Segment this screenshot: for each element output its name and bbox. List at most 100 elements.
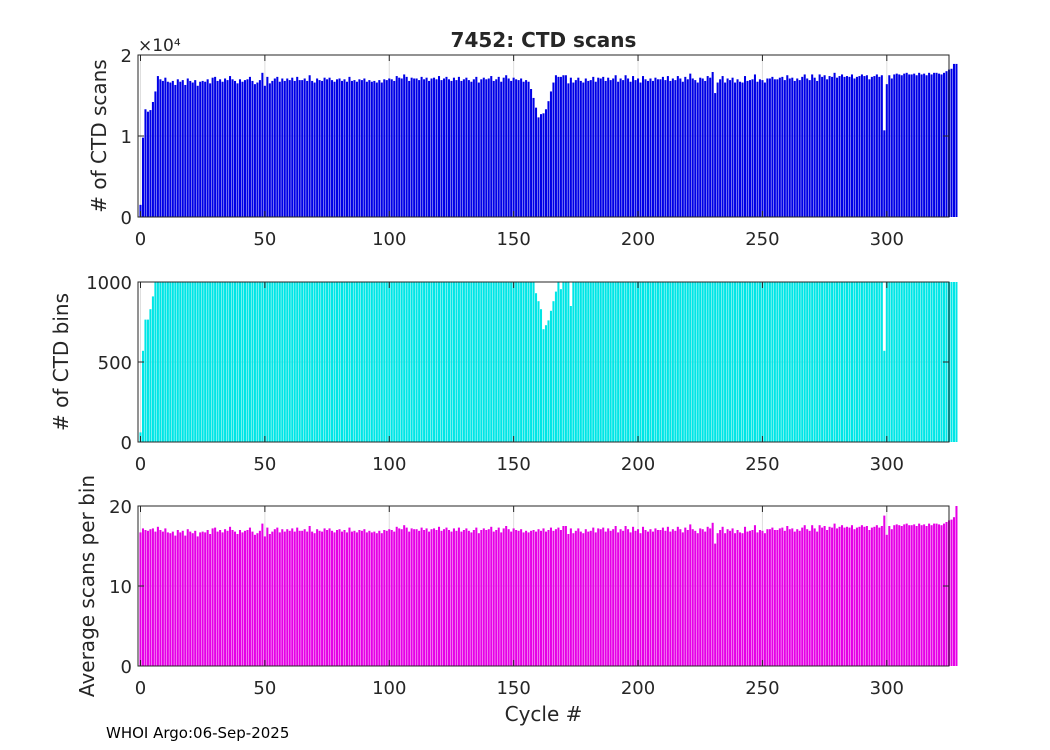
bar-2-293: [868, 530, 871, 666]
bar-2-210: [661, 527, 664, 666]
bar-1-16: [179, 282, 182, 442]
bar-2-264: [796, 529, 799, 666]
bar-1-318: [930, 282, 933, 442]
bar-2-234: [721, 526, 724, 666]
bar-2-221: [689, 524, 692, 666]
bar-1-51: [266, 282, 269, 442]
bar-1-71: [316, 282, 319, 442]
bar-0-278: [831, 76, 834, 218]
bar-2-288: [855, 527, 858, 666]
bar-1-295: [873, 282, 876, 442]
bar-2-190: [612, 529, 615, 666]
bar-2-292: [865, 526, 868, 666]
bar-0-306: [900, 75, 903, 217]
bar-0-54: [273, 78, 276, 218]
bar-0-239: [734, 82, 737, 217]
bar-1-162: [542, 329, 545, 442]
bar-2-139: [485, 530, 488, 666]
bar-2-57: [281, 529, 284, 666]
bar-2-201: [639, 533, 642, 666]
bar-2-35: [226, 530, 229, 666]
bar-2-308: [905, 523, 908, 666]
bar-2-156: [527, 532, 530, 666]
bar-0-89: [360, 80, 363, 217]
bar-2-223: [694, 530, 697, 666]
bar-2-247: [753, 525, 756, 666]
bar-1-38: [234, 282, 237, 442]
bar-2-298: [880, 526, 883, 666]
bar-1-13: [171, 282, 174, 442]
bar-0-167: [554, 75, 557, 217]
bar-1-261: [788, 282, 791, 442]
bar-2-73: [321, 531, 324, 666]
bar-0-195: [624, 75, 627, 217]
bar-0-128: [457, 76, 460, 218]
bar-1-118: [433, 282, 436, 442]
bar-0-300: [885, 84, 888, 217]
bar-1-307: [903, 282, 906, 442]
bar-2-174: [572, 533, 575, 666]
bar-2-179: [584, 529, 587, 666]
bar-1-8: [159, 282, 162, 442]
bar-1-185: [599, 282, 602, 442]
bar-0-33: [221, 81, 224, 217]
bar-1-24: [199, 282, 202, 442]
bar-2-319: [933, 523, 936, 666]
x-tick-label-2-5: 250: [745, 678, 779, 699]
bar-0-271: [813, 77, 816, 218]
bar-0-61: [291, 77, 294, 218]
bar-2-193: [619, 529, 622, 666]
bar-1-20: [189, 282, 192, 442]
bar-0-81: [340, 80, 344, 217]
bar-0-157: [530, 89, 533, 217]
bar-0-304: [895, 73, 898, 217]
bar-0-189: [609, 80, 612, 217]
bar-0-146: [502, 77, 505, 218]
bar-0-161: [539, 114, 543, 217]
bar-1-129: [460, 282, 463, 442]
bar-1-288: [855, 282, 858, 442]
bar-2-286: [850, 525, 853, 666]
bar-0-119: [435, 79, 438, 217]
bar-0-176: [577, 77, 580, 218]
bar-1-291: [863, 282, 866, 442]
bar-1-1: [141, 350, 144, 442]
bar-1-107: [405, 282, 408, 442]
bar-0-317: [928, 72, 931, 217]
bar-2-196: [627, 529, 630, 666]
bar-1-31: [216, 282, 219, 442]
bar-1-306: [900, 282, 903, 442]
bar-0-123: [445, 76, 448, 218]
bar-0-13: [171, 80, 174, 217]
bar-0-204: [646, 80, 650, 217]
bar-2-15: [176, 530, 179, 666]
bar-1-7: [156, 282, 159, 442]
bar-0-131: [465, 77, 468, 218]
bar-1-178: [582, 282, 585, 442]
bar-1-160: [537, 301, 540, 442]
bar-1-100: [388, 282, 391, 442]
bar-0-230: [711, 72, 714, 217]
bar-0-253: [768, 78, 771, 218]
bar-0-198: [632, 76, 635, 217]
bar-2-227: [704, 531, 707, 666]
bar-1-48: [258, 282, 261, 442]
bar-2-304: [895, 524, 898, 666]
bar-0-209: [659, 79, 662, 217]
bar-1-179: [584, 282, 587, 442]
bar-0-63: [296, 76, 299, 218]
bar-0-150: [512, 77, 515, 218]
bar-1-58: [283, 282, 286, 442]
bar-2-42: [243, 530, 246, 666]
bar-0-292: [865, 75, 868, 217]
bar-2-102: [393, 531, 396, 666]
bar-2-246: [751, 530, 754, 666]
bar-1-232: [716, 282, 719, 442]
bar-2-4: [149, 529, 152, 666]
bar-0-286: [850, 74, 853, 217]
bar-1-236: [726, 282, 729, 442]
bar-1-242: [741, 282, 744, 442]
bar-0-197: [629, 81, 632, 217]
bar-2-21: [191, 533, 194, 666]
